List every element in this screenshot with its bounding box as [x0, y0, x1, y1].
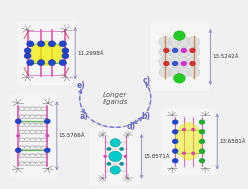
Ellipse shape [175, 123, 202, 160]
Circle shape [24, 53, 31, 59]
Circle shape [189, 61, 196, 66]
Circle shape [107, 147, 111, 151]
Circle shape [45, 134, 49, 137]
Circle shape [172, 148, 178, 154]
Circle shape [24, 48, 31, 53]
Circle shape [107, 162, 111, 166]
Circle shape [178, 47, 190, 57]
Circle shape [16, 134, 20, 137]
Circle shape [168, 36, 181, 47]
Circle shape [178, 57, 190, 67]
Circle shape [174, 31, 185, 40]
Circle shape [159, 36, 172, 47]
Circle shape [172, 61, 178, 66]
Circle shape [187, 36, 200, 47]
Circle shape [109, 151, 122, 162]
Circle shape [159, 67, 172, 77]
Text: b): b) [142, 112, 151, 121]
Circle shape [187, 47, 200, 57]
Circle shape [44, 119, 50, 124]
Text: 13.5242Å: 13.5242Å [212, 54, 239, 60]
Circle shape [174, 74, 185, 83]
Circle shape [199, 158, 205, 163]
Circle shape [110, 166, 120, 174]
Circle shape [62, 53, 69, 59]
Circle shape [110, 139, 120, 147]
Circle shape [172, 48, 178, 53]
Circle shape [59, 60, 66, 66]
Circle shape [168, 67, 181, 77]
Circle shape [199, 139, 205, 144]
Circle shape [172, 119, 178, 125]
Circle shape [199, 148, 205, 154]
Circle shape [44, 148, 50, 153]
Circle shape [187, 57, 200, 67]
Text: 13.6581Å: 13.6581Å [219, 139, 246, 144]
FancyBboxPatch shape [90, 128, 140, 184]
Text: e): e) [77, 81, 85, 90]
FancyBboxPatch shape [17, 21, 76, 85]
Circle shape [37, 41, 45, 47]
Circle shape [59, 41, 66, 47]
Circle shape [181, 61, 187, 66]
Circle shape [15, 119, 21, 124]
Circle shape [163, 48, 170, 53]
Circle shape [37, 60, 45, 66]
Circle shape [199, 129, 205, 134]
Text: d): d) [127, 122, 136, 131]
Ellipse shape [30, 41, 63, 65]
Circle shape [182, 152, 186, 155]
Text: 15.5766Å: 15.5766Å [59, 133, 85, 138]
Circle shape [172, 158, 178, 163]
Text: c): c) [142, 76, 150, 85]
Circle shape [168, 57, 181, 67]
Circle shape [15, 148, 21, 153]
Circle shape [187, 67, 200, 77]
Circle shape [191, 152, 195, 155]
Circle shape [163, 61, 170, 66]
Text: a): a) [80, 112, 89, 121]
Circle shape [159, 47, 172, 57]
Circle shape [172, 139, 178, 144]
Text: 11.2998Å: 11.2998Å [77, 51, 103, 56]
Circle shape [103, 155, 107, 158]
FancyBboxPatch shape [161, 108, 216, 175]
Circle shape [27, 60, 34, 66]
Circle shape [62, 48, 69, 53]
FancyBboxPatch shape [150, 23, 209, 91]
Circle shape [199, 119, 205, 125]
Text: 15.8571Å: 15.8571Å [143, 154, 170, 159]
Circle shape [191, 128, 195, 131]
Text: Longer
ligands: Longer ligands [103, 92, 128, 105]
Circle shape [181, 48, 187, 53]
Circle shape [168, 47, 181, 57]
Circle shape [27, 41, 34, 47]
Circle shape [159, 57, 172, 67]
Circle shape [172, 129, 178, 134]
Circle shape [189, 48, 196, 53]
Circle shape [178, 67, 190, 77]
Circle shape [119, 147, 124, 151]
Circle shape [124, 155, 127, 158]
Circle shape [182, 128, 186, 131]
FancyBboxPatch shape [10, 94, 56, 177]
Circle shape [48, 41, 56, 47]
Circle shape [178, 36, 190, 47]
Circle shape [119, 162, 124, 166]
Circle shape [48, 60, 56, 66]
